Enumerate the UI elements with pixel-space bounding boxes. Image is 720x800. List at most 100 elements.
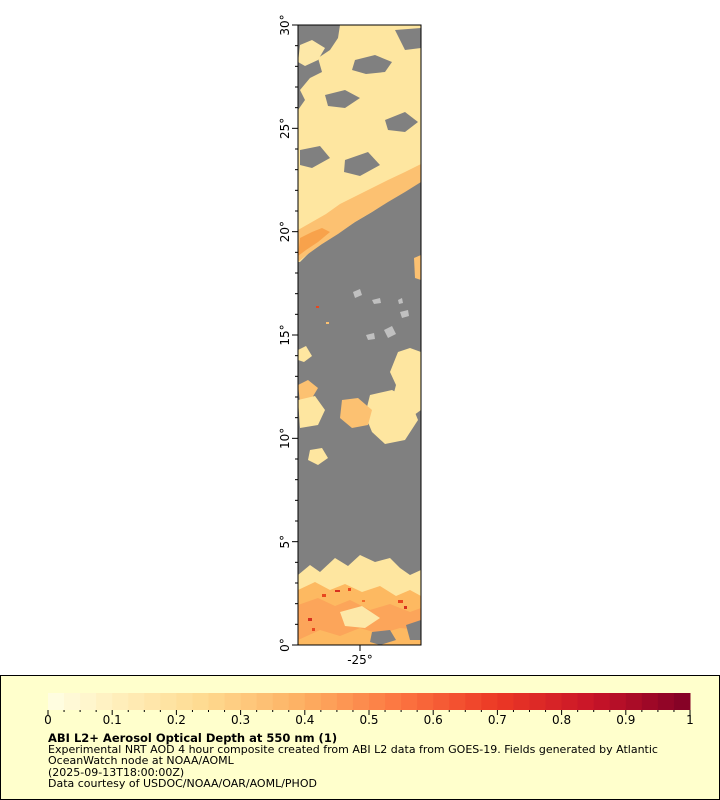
colorbar-cell [160,693,177,710]
cloud-hole [385,112,418,132]
colorbar-cell [497,693,514,710]
colorbar-cell [176,693,193,710]
colorbar-cell [224,693,242,710]
cloud-hole [370,630,396,645]
colorbar-tick-label: 0.5 [359,713,378,727]
colorbar-cell [352,693,370,710]
aod-speck [316,306,319,308]
aod-speck [308,618,312,621]
colorbar-cell [625,693,643,710]
colorbar-cell [657,693,675,710]
island [353,289,362,298]
colorbar-ticks: 0 0.1 0.2 0.3 0.4 0.5 0.6 0.7 0.8 0.9 1 [44,710,694,727]
colorbar-cell [240,693,258,710]
colorbar-cell [304,693,322,710]
colorbar-cell [369,693,386,710]
aod-speck [335,590,340,592]
aod-speck [312,628,315,631]
colorbar-cell [208,693,226,710]
colorbar-cell [401,693,418,710]
colorbar-cell [513,693,530,710]
colorbar-tick-label: 0.7 [488,713,507,727]
colorbar-cell [417,693,434,710]
colorbar-cell [272,693,290,710]
colorbar-cell [80,693,97,710]
aod-speck [404,606,407,609]
lat-label: 5° [278,535,292,549]
colorbar-tick-label: 0.4 [295,713,314,727]
aod-region-east-19n [414,255,421,280]
aod-region-north-upper [298,40,325,66]
colorbar-cell [593,693,611,710]
colorbar-cell [641,693,659,710]
colorbar-cell [433,693,450,710]
lat-label: 30° [278,14,292,35]
colorbar-cell [465,693,482,710]
aod-region-mid-orange [340,398,372,428]
colorbar-cell [144,693,161,710]
aod-speck [362,600,365,602]
aod-speck [322,594,326,597]
cloud-hole [395,28,421,50]
lat-label: 20° [278,221,292,242]
aod-region-mid [365,390,418,444]
colorbar-cell [385,693,402,710]
latitude-axis: 0° 5° 10° 15° 20° 25° 30° [278,14,298,652]
colorbar-tick-label: 0.6 [424,713,443,727]
colorbar-cell [320,693,338,710]
island [372,298,381,304]
colorbar-tick-label: 0.8 [552,713,571,727]
colorbar-cell [256,693,274,710]
legend-credit: Data courtesy of USDOC/NOAA/OAR/AOML/PHO… [48,776,317,790]
aod-region-south-light [340,606,380,628]
colorbar-cell [609,693,627,710]
aod-region-west-11n [298,396,325,428]
legend-description-line1: Experimental NRT AOD 4 hour composite cr… [48,743,658,757]
lat-label: 15° [278,324,292,345]
cloud-hole [352,55,392,74]
colorbar-cell [64,693,81,710]
legend-panel: 0 0.1 0.2 0.3 0.4 0.5 0.6 0.7 0.8 0.9 1 ABI L2+ Ae… [0,675,720,800]
colorbar-tick-label: 1 [686,713,694,727]
island [398,298,403,304]
island [384,326,396,338]
aod-speck [398,600,403,603]
aod-speck [326,322,329,324]
map-panel: 0° 5° 10° 15° 20° 25° 30° -25° [278,14,422,667]
lat-label: 25° [278,118,292,139]
colorbar-cell [561,693,579,710]
longitude-axis: -25° [347,645,373,667]
island [366,333,375,340]
colorbar: 0 0.1 0.2 0.3 0.4 0.5 0.6 0.7 0.8 0.9 1 [44,693,694,727]
aod-region-north [298,25,421,262]
colorbar-tick-label: 0.1 [103,713,122,727]
legend-timestamp: (2025-09-13T18:00:00Z) [48,765,185,779]
colorbar-cell [192,693,209,710]
colorbar-cell [673,693,691,710]
aod-region-west-14n [298,346,312,362]
aod-map: 0° 5° 10° 15° 20° 25° 30° -25° [278,14,422,667]
colorbar-tick-label: 0.2 [167,713,186,727]
aod-region-north-edge [298,164,421,262]
lat-label: 10° [278,428,292,449]
colorbar-tick-label: 0.3 [231,713,250,727]
colorbar-cell [481,693,498,710]
colorbar-cell [48,693,65,710]
cloud-hole [344,152,380,176]
aod-region-north-edge2 [298,228,330,256]
colorbar-cell [128,693,145,710]
colorbar-cell [288,693,306,710]
cloud-hole [325,90,360,108]
aod-region-west-12n [298,380,318,402]
colorbar-cell [577,693,595,710]
lon-label: -25° [347,653,373,667]
aod-speck [348,588,351,591]
colorbar-cell [112,693,129,710]
legend-title: ABI L2+ Aerosol Optical Depth at 550 nm … [48,731,338,745]
cloud-hole [406,620,421,640]
aod-region-west-9n [308,448,328,465]
colorbar-cells [48,693,691,710]
legend-description-line2: OceanWatch node at NOAA/AOML [48,754,234,768]
island [400,310,409,318]
colorbar-tick-label: 0 [44,713,52,727]
